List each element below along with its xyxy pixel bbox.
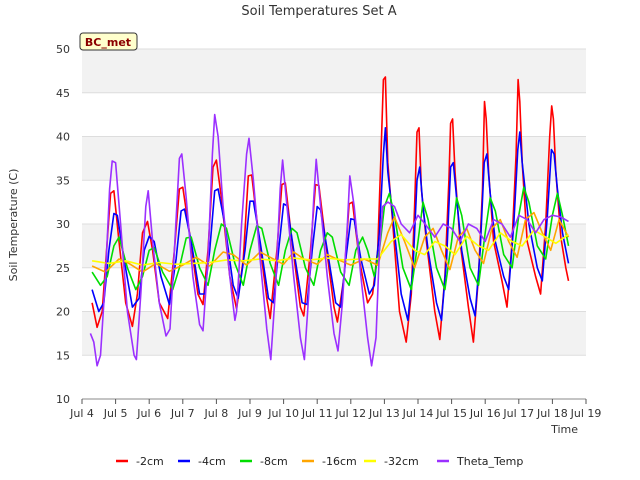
- x-tick-label: Jul 13: [368, 407, 400, 420]
- y-tick-label: 35: [56, 174, 70, 187]
- x-tick-label: Jul 19: [570, 407, 602, 420]
- x-tick-label: Jul 5: [103, 407, 128, 420]
- x-tick-label: Jul 18: [536, 407, 568, 420]
- x-tick-label: Jul 6: [136, 407, 161, 420]
- legend-label: -2cm: [136, 455, 164, 468]
- station-badge-label: BC_met: [85, 36, 131, 49]
- plot-band: [82, 92, 586, 137]
- x-tick-label: Jul 4: [69, 407, 94, 420]
- y-tick-labels: 10 15 20 25 30 35 40 45 50: [56, 43, 70, 406]
- y-tick-label: 25: [56, 262, 70, 275]
- series-lines: [89, 76, 570, 367]
- y-axis-label: Soil Temperature (C): [7, 169, 20, 282]
- y-tick-label: 20: [56, 306, 70, 319]
- legend-label: -16cm: [322, 455, 357, 468]
- plot-band: [82, 355, 586, 399]
- y-tick-label: 15: [56, 349, 70, 362]
- x-tick-label: Jul 12: [334, 407, 366, 420]
- y-tick-label: 40: [56, 131, 70, 144]
- y-tick-label: 45: [56, 87, 70, 100]
- y-tick-label: 10: [56, 393, 70, 406]
- x-tick-label: Jul 14: [402, 407, 434, 420]
- x-tick-label: Jul 8: [204, 407, 229, 420]
- x-tick-labels: Jul 4 Jul 5 Jul 6 Jul 7 Jul 8 Jul 9 Jul 10 Jul …: [69, 399, 601, 420]
- legend-label: -4cm: [198, 455, 226, 468]
- plot-band: [82, 180, 586, 224]
- plot-band: [82, 49, 586, 93]
- y-tick-label: 30: [56, 218, 70, 231]
- x-tick-label: Jul 16: [469, 407, 501, 420]
- x-tick-label: Jul 10: [267, 407, 299, 420]
- series-line-2cm: [91, 76, 570, 343]
- legend: -2cm -4cm -8cm -16cm -32cm Theta_Temp: [116, 455, 523, 468]
- legend-label: -8cm: [260, 455, 288, 468]
- y-tick-label: 50: [56, 43, 70, 56]
- series-line-thetatemp: [89, 113, 569, 367]
- legend-label: Theta_Temp: [456, 455, 523, 468]
- x-tick-label: Jul 15: [435, 407, 467, 420]
- x-axis-label: Time: [550, 423, 578, 436]
- plot-band: [82, 136, 586, 181]
- series-line-8cm: [91, 186, 570, 291]
- chart-title: Soil Temperatures Set A: [241, 4, 396, 19]
- x-tick-label: Jul 17: [502, 407, 534, 420]
- x-tick-label: Jul 11: [301, 407, 333, 420]
- x-tick-label: Jul 9: [237, 407, 262, 420]
- plot-background: [82, 49, 586, 399]
- series-line-16cm: [91, 211, 570, 273]
- legend-label: -32cm: [384, 455, 419, 468]
- series-line-32cm: [91, 229, 569, 266]
- x-tick-label: Jul 7: [170, 407, 195, 420]
- station-badge: BC_met: [79, 32, 138, 51]
